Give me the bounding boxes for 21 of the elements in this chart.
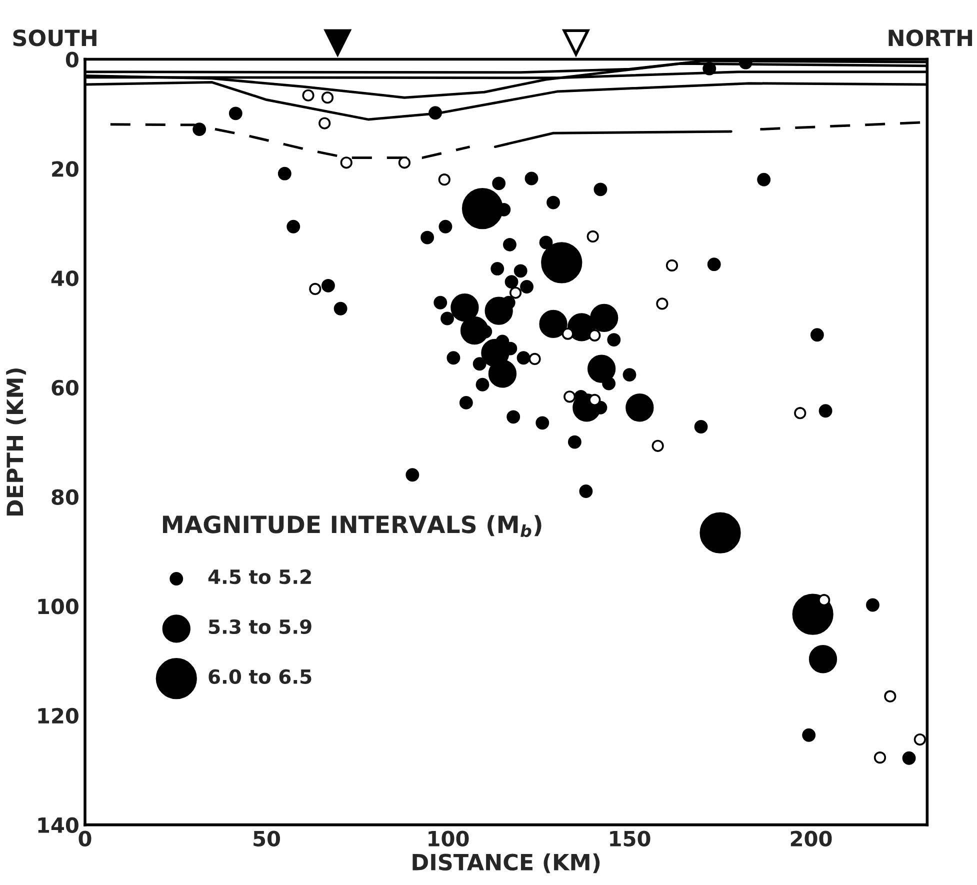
legend-label: 6.0 to 6.5 [208,669,312,684]
x-tick-label: 50 [254,830,280,846]
y-tick-label: 80 [52,489,78,505]
y-tick-label: 0 [66,52,78,68]
x-tick-label: 0 [78,830,92,846]
y-tick-label: 120 [38,708,78,724]
y-axis-title: DEPTH (KM) [6,368,26,516]
y-tick-label: 60 [52,380,78,396]
y-tick-label: 100 [38,598,78,614]
x-axis-title: DISTANCE (KM) [412,853,600,874]
legend-label: 5.3 to 5.9 [209,619,312,634]
legend-title: MAGNITUDE INTERVALS (M$_{b}$) [163,515,542,538]
y-tick-label: 140 [38,817,78,834]
x-tick-label: 200 [790,830,832,846]
x-tick-label: 100 [428,830,469,846]
text: NORTH [888,29,972,46]
text: SOUTH [13,29,96,46]
y-tick-label: 20 [52,161,78,177]
legend-label: 4.5 to 5.2 [208,569,311,584]
y-tick-label: 40 [51,270,78,286]
x-tick-label: 150 [610,830,650,846]
